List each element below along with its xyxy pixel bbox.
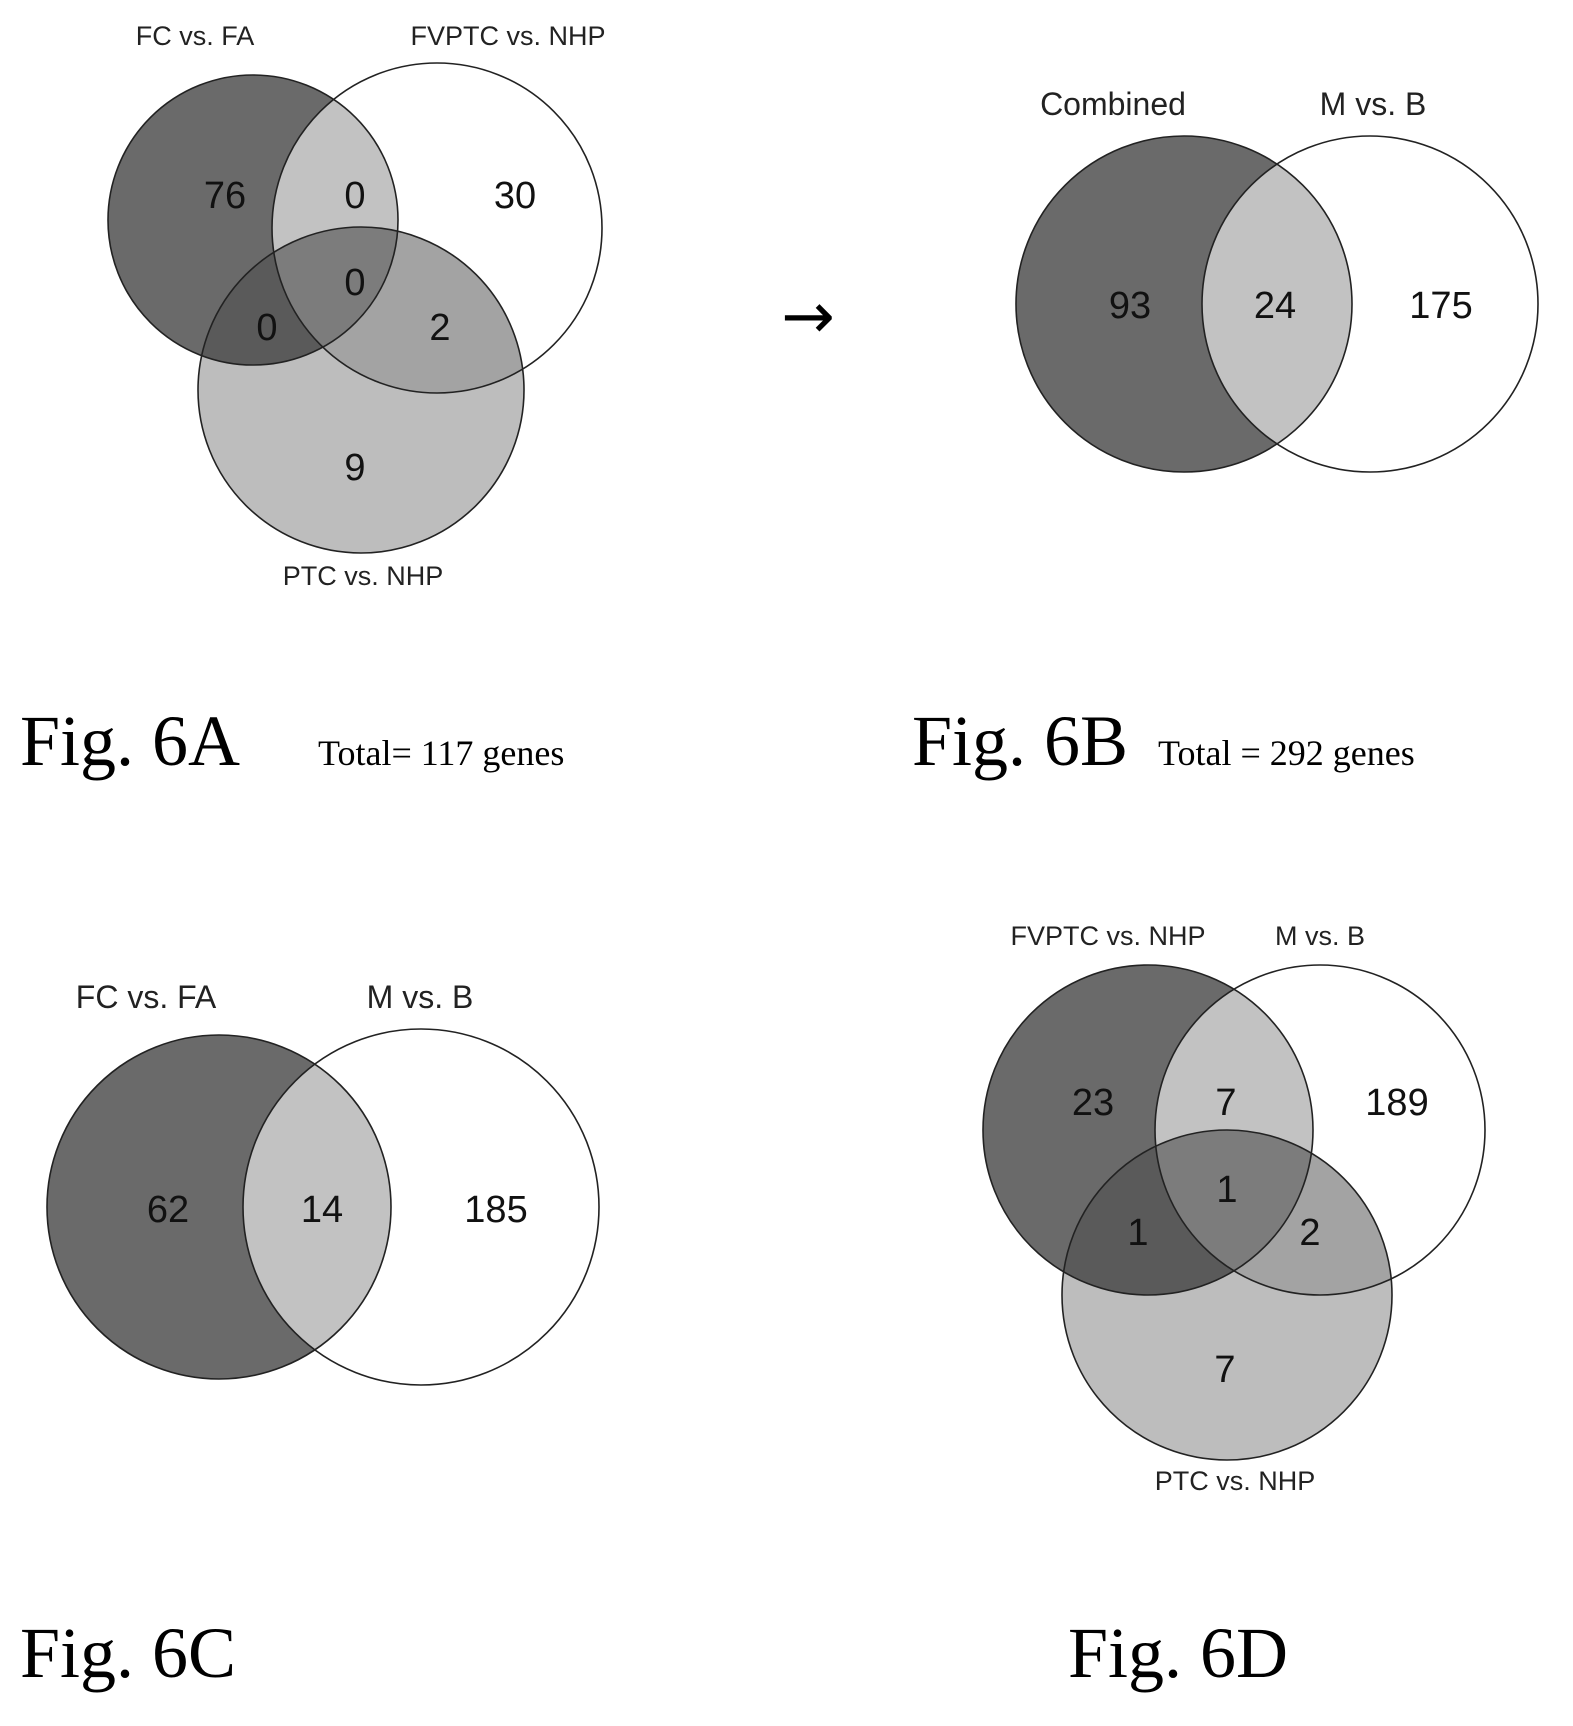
panel-c-count-right-only: 185 (464, 1189, 527, 1231)
panel-d-overlap-all (1155, 1130, 1313, 1295)
panel-b-count-left-only: 93 (1109, 285, 1151, 327)
panel-a-total: Total= 117 genes (318, 733, 564, 773)
panel-c-count-left-only: 62 (147, 1189, 189, 1231)
panel-d-count-top-left-top-right: 7 (1215, 1082, 1236, 1124)
panel-b-count-right-only: 175 (1409, 285, 1472, 327)
panel-d-label-top-right: M vs. B (1275, 921, 1365, 951)
panel-d-count-all-three: 1 (1216, 1169, 1237, 1211)
panel-c-caption: Fig. 6C (20, 1613, 236, 1693)
panel-b-overlap (1202, 136, 1352, 472)
panel-d-label-top-left: FVPTC vs. NHP (1010, 921, 1205, 951)
panel-b-label-right: M vs. B (1320, 86, 1427, 122)
panel-a-count-top-right-only: 30 (494, 175, 536, 217)
panel-a-label-bottom: PTC vs. NHP (283, 561, 444, 591)
panel-d-count-top-left-bottom: 1 (1127, 1212, 1148, 1254)
panel-a-caption: Fig. 6A (20, 701, 240, 781)
panel-c-label-left: FC vs. FA (76, 979, 217, 1015)
panel-d-overlap-mvb-ptc (1155, 1130, 1392, 1295)
panel-c-set-m-vs-b-circle (242, 1028, 600, 1386)
panel-b-count-both: 24 (1254, 285, 1296, 327)
panel-d-count-bottom-only: 7 (1214, 1349, 1235, 1391)
panel-a-count-top-right-bottom: 2 (429, 307, 450, 349)
panel-b-set-m-vs-b-circle (1201, 135, 1539, 473)
panel-c-count-both: 14 (301, 1189, 343, 1231)
panel-a-count-top-left-top-right: 0 (344, 175, 365, 217)
panel-d-label-bottom: PTC vs. NHP (1155, 1466, 1316, 1496)
arrow-icon: → (781, 280, 835, 354)
panel-a-overlap-all (272, 227, 398, 365)
panel-a-count-top-left-bottom: 0 (256, 307, 277, 349)
panel-b-label-left: Combined (1040, 86, 1186, 122)
panel-c-label-right: M vs. B (367, 979, 474, 1015)
panel-d-count-top-right-only: 189 (1365, 1082, 1428, 1124)
panel-a-count-top-left-only: 76 (204, 175, 246, 217)
panel-b-venn: Combined M vs. B 93 24 175 Fig. 6B Total… (912, 86, 1539, 781)
panel-d-set-m-vs-b-circle (1154, 964, 1486, 1296)
panel-a-overlap-fc-ptc (198, 227, 398, 365)
panel-a-count-bottom-only: 9 (344, 447, 365, 489)
panel-a-set-fvptc-nhp-circle (271, 62, 603, 394)
panel-a-venn: FC vs. FA FVPTC vs. NHP PTC vs. NHP 76 0… (20, 21, 606, 781)
panel-b-total: Total = 292 genes (1158, 733, 1415, 773)
panel-d-venn: FVPTC vs. NHP M vs. B PTC vs. NHP 23 7 1… (982, 921, 1486, 1693)
panel-d-count-top-left-only: 23 (1072, 1082, 1114, 1124)
panel-b-caption: Fig. 6B (912, 701, 1128, 781)
panel-a-label-top-right: FVPTC vs. NHP (410, 21, 605, 51)
panel-c-venn: FC vs. FA M vs. B 62 14 185 Fig. 6C (20, 979, 600, 1693)
panel-a-label-top-left: FC vs. FA (136, 21, 255, 51)
panel-d-caption: Fig. 6D (1068, 1613, 1288, 1693)
panel-c-overlap (243, 1035, 391, 1379)
panel-d-count-top-right-bottom: 2 (1299, 1212, 1320, 1254)
panel-a-count-all-three: 0 (344, 262, 365, 304)
